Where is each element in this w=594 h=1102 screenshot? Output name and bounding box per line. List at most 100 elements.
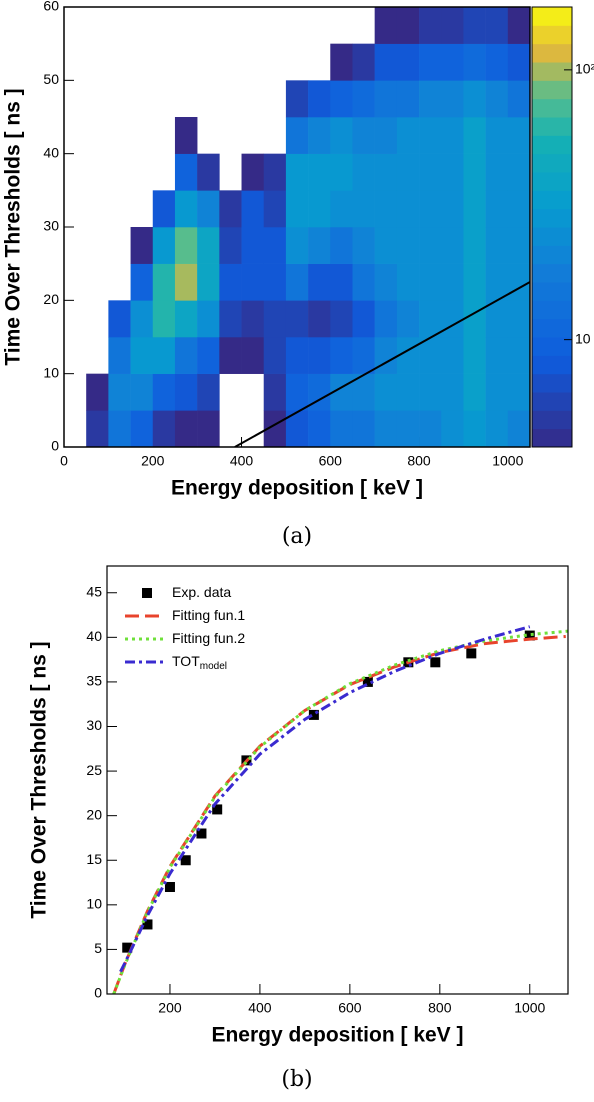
heat-cell [485, 373, 509, 411]
heat-cell [396, 263, 420, 301]
colorbar-tick-label: 10² [575, 61, 594, 77]
heat-cell [197, 337, 220, 374]
heat-cell [396, 227, 420, 264]
heat-cell [463, 43, 486, 81]
data-point [196, 828, 207, 839]
heat-cell [308, 263, 331, 301]
heat-cell [219, 300, 242, 338]
colorbar-cell [532, 428, 572, 448]
heat-cell [374, 7, 398, 44]
x-tick-label: 1000 [514, 1000, 545, 1016]
heat-cell [108, 410, 131, 448]
heat-cell [330, 410, 353, 448]
heat-cell [241, 153, 265, 191]
heat-cell [441, 373, 464, 411]
heat-cell [374, 410, 398, 448]
heat-cell [152, 337, 176, 374]
heat-cell [441, 190, 464, 228]
heat-cell [374, 227, 398, 264]
colorbar-cell [532, 135, 572, 155]
frame [106, 565, 569, 995]
colorbar-cell [532, 263, 572, 283]
heat-cell [419, 337, 442, 374]
legend-marker [142, 588, 152, 598]
heat-cell [419, 43, 442, 81]
legend-name: Exp. data [172, 584, 231, 600]
heat-cell [285, 80, 309, 118]
data-point [524, 630, 535, 641]
heat-cell [419, 190, 442, 228]
x-tick-label: 600 [338, 1000, 362, 1016]
colorbar-cell [532, 392, 572, 411]
colorbar-cell [532, 172, 572, 191]
colorbar-cell [532, 227, 572, 246]
heat-cell [241, 227, 265, 264]
x-axis-title: Energy deposition [ keV ] [211, 1024, 463, 1047]
heat-cell [441, 227, 464, 264]
y-tick-label: 5 [94, 940, 102, 956]
heat-cell [419, 80, 442, 118]
heat-cell [219, 190, 242, 228]
y-tick-label: 30 [43, 218, 59, 234]
x-tick-label: 0 [60, 453, 68, 469]
heat-cell [197, 153, 220, 191]
heat-cell [396, 117, 420, 154]
heat-cell [463, 337, 486, 374]
y-tick-label: 20 [86, 806, 102, 822]
legend-name: Fitting fun.2 [172, 630, 245, 646]
heat-cell [330, 300, 353, 338]
heat-cell [396, 300, 420, 338]
heat-cell [441, 80, 464, 118]
heat-cell [330, 190, 353, 228]
heat-cell [285, 227, 309, 264]
heat-cell [396, 190, 420, 228]
heat-cell [396, 410, 420, 448]
heat-cell [308, 410, 331, 448]
heat-cell [263, 263, 287, 301]
heat-cell [507, 410, 531, 448]
heat-cell [485, 410, 509, 448]
heat-cell [130, 263, 154, 301]
data-point [212, 804, 223, 815]
heat-cell [396, 80, 420, 118]
fit-line [112, 634, 566, 994]
heat-cell [463, 410, 486, 448]
heat-cell [152, 227, 176, 264]
heat-cell [308, 337, 331, 374]
y-tick-label: 50 [43, 71, 59, 87]
data-point [164, 882, 175, 892]
heat-cell [507, 263, 531, 301]
y-tick-label: 40 [86, 628, 102, 644]
colorbar-cell [532, 153, 572, 173]
colorbar-cell [532, 62, 572, 81]
heat-cell [330, 43, 353, 81]
colorbar-tick-label: 10 [575, 330, 591, 346]
legend-label: Exp. data [172, 584, 231, 600]
heat-cell [419, 300, 442, 338]
heat-cell [174, 190, 198, 228]
heat-cell [485, 117, 509, 154]
heat-cell [330, 153, 353, 191]
heat-cell [308, 80, 331, 118]
y-tick-label: 30 [86, 717, 102, 733]
heat-cell [419, 227, 442, 264]
heat-cell [441, 300, 464, 338]
heat-cell [263, 337, 287, 374]
y-tick-label: 60 [43, 0, 59, 14]
colorbar-cell [532, 25, 572, 45]
data-point [142, 919, 153, 930]
heat-cell [507, 153, 531, 191]
y-tick-label: 15 [86, 851, 102, 867]
x-tick-label: 400 [248, 1000, 272, 1016]
x-tick-label: 600 [319, 453, 343, 469]
y-tick-label: 45 [86, 583, 102, 599]
frame [63, 6, 531, 448]
heat-cell [285, 117, 309, 154]
heat-cell [463, 7, 486, 44]
heat-cell [485, 80, 509, 118]
heat-cell [197, 410, 220, 448]
heat-cell [285, 373, 309, 411]
heat-cell [152, 410, 176, 448]
